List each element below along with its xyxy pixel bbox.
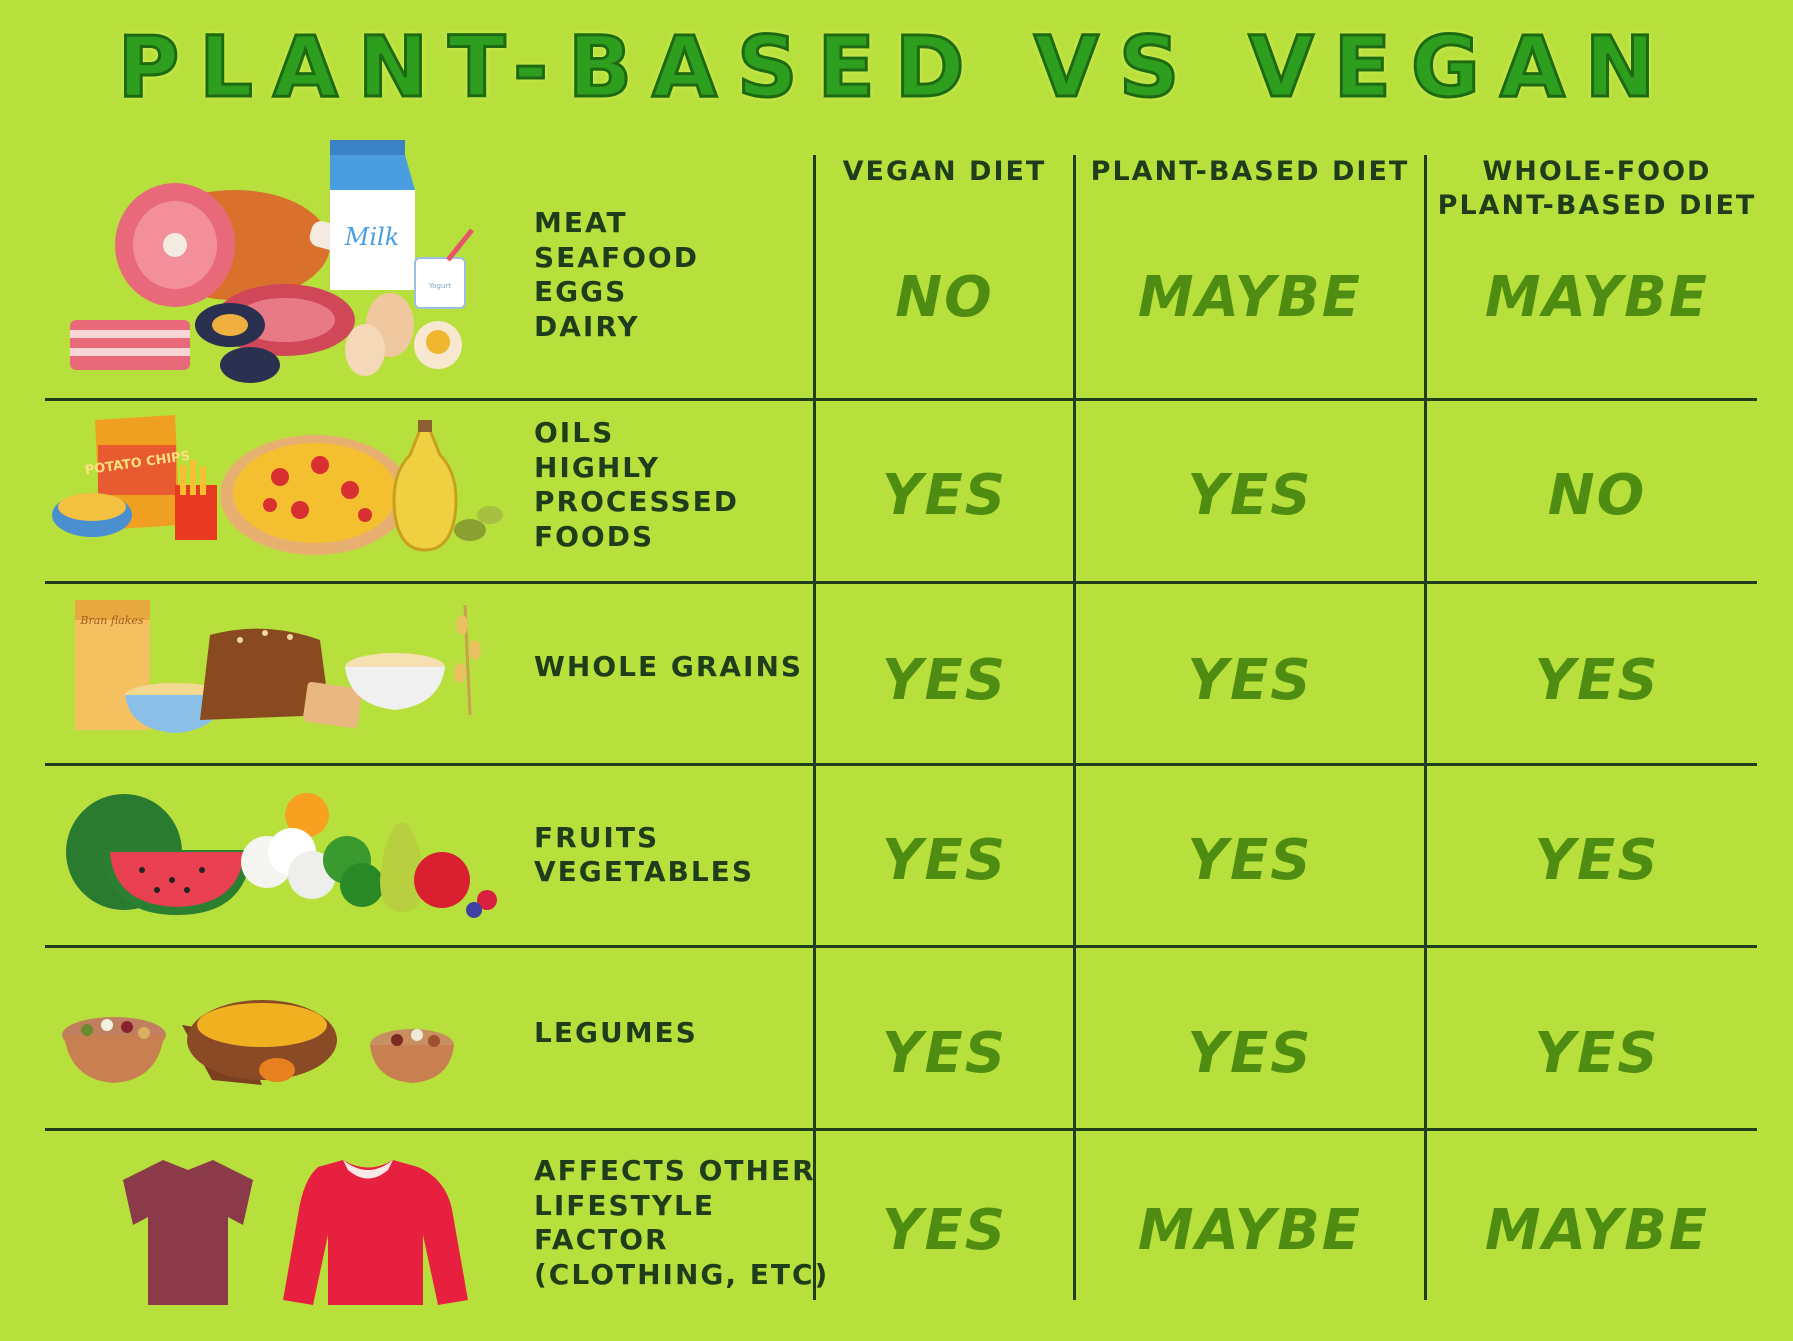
row-label-line: DAIRY [534, 309, 640, 343]
cereal-label: Bran flakes [79, 614, 144, 627]
grid-line-h2 [45, 581, 1757, 584]
column-header-line: PLANT-BASED DIET [1090, 156, 1410, 187]
row-label-legumes: LEGUMES [534, 998, 804, 1068]
column-header-line: VEGAN DIET [842, 156, 1047, 187]
row-label-lifestyle: AFFECTS OTHER LIFESTYLE FACTOR (CLOTHING… [534, 1148, 830, 1298]
cell-plant-based-processed-foods: YES [1187, 462, 1313, 528]
row-label-fruits-vegetables: FRUITS VEGETABLES [534, 805, 804, 905]
row-label-line: VEGETABLES [534, 855, 754, 888]
cell-plant-based-whole-grains: YES [1187, 647, 1313, 713]
grid-line-h5 [45, 1128, 1757, 1131]
cell-plant-based-legumes: YES [1187, 1020, 1313, 1086]
grid-line-h1 [45, 398, 1757, 401]
row-label-line: FACTOR [534, 1223, 669, 1256]
row-label-line: LIFESTYLE [534, 1188, 716, 1222]
grid-line-v2 [1073, 155, 1076, 1300]
grid-line-v3 [1424, 155, 1427, 1300]
row-label-line: EGGS [534, 275, 628, 308]
row-label-line: FOODS [534, 519, 655, 553]
column-header-line: PLANT-BASED DIET [1437, 190, 1757, 221]
whole-grains-icon: Bran flakes [75, 600, 481, 733]
processed-foods-icon: POTATO CHIPS [52, 415, 503, 555]
row-label-line: SEAFOOD [534, 240, 699, 274]
row-label-line: (CLOTHING, ETC) [534, 1257, 830, 1291]
cell-vegan-animal-products: NO [895, 265, 994, 330]
cell-whole-food-legumes: YES [1534, 1020, 1660, 1086]
clothing-icon [123, 1160, 468, 1305]
column-header-whole-food: WHOLE-FOOD PLANT-BASED DIET [1427, 155, 1767, 223]
yogurt-label: Yogurt [428, 282, 451, 290]
column-header-line: WHOLE-FOOD [1482, 156, 1712, 187]
legumes-icon [62, 1000, 454, 1085]
cell-plant-based-fruits-vegetables: YES [1187, 827, 1313, 893]
row-label-line: OILS [534, 416, 615, 449]
meat-dairy-icon: Milk Yogurt [70, 140, 474, 383]
row-label-line: LEGUMES [534, 1015, 698, 1049]
row-label-line: MEAT [534, 206, 628, 239]
grid-line-h3 [45, 763, 1757, 766]
row-label-line: AFFECTS OTHER [534, 1154, 816, 1187]
page-title: PLANT-BASED VS VEGAN [116, 17, 1676, 118]
cell-vegan-fruits-vegetables: YES [881, 827, 1008, 893]
column-header-vegan: VEGAN DIET [816, 155, 1073, 189]
grid-line-v1 [813, 155, 816, 1300]
cell-whole-food-lifestyle: MAYBE [1484, 1197, 1710, 1263]
cell-whole-food-whole-grains: YES [1534, 647, 1660, 713]
cell-plant-based-lifestyle: MAYBE [1137, 1197, 1363, 1263]
cell-vegan-legumes: YES [881, 1020, 1008, 1086]
row-label-processed-foods: OILS HIGHLY PROCESSED FOODS [534, 405, 804, 565]
grid-line-h4 [45, 945, 1757, 948]
row-label-line: HIGHLY [534, 450, 661, 484]
cell-whole-food-animal-products: MAYBE [1484, 265, 1710, 330]
row-label-line: PROCESSED [534, 485, 740, 518]
row-label-animal-products: MEAT SEAFOOD EGGS DAIRY [534, 200, 804, 350]
cell-plant-based-animal-products: MAYBE [1137, 265, 1363, 330]
row-label-whole-grains: WHOLE GRAINS [534, 632, 804, 702]
milk-label: Milk [344, 223, 399, 251]
cell-vegan-processed-foods: YES [881, 462, 1008, 528]
cell-vegan-lifestyle: YES [881, 1197, 1008, 1263]
cell-vegan-whole-grains: YES [881, 647, 1008, 713]
cell-whole-food-processed-foods: NO [1547, 462, 1647, 528]
fruits-vegetables-icon [66, 793, 497, 918]
cell-whole-food-fruits-vegetables: YES [1534, 827, 1660, 893]
row-label-line: FRUITS [534, 820, 660, 854]
column-header-plant-based: PLANT-BASED DIET [1076, 155, 1424, 189]
row-label-line: WHOLE GRAINS [534, 649, 804, 683]
